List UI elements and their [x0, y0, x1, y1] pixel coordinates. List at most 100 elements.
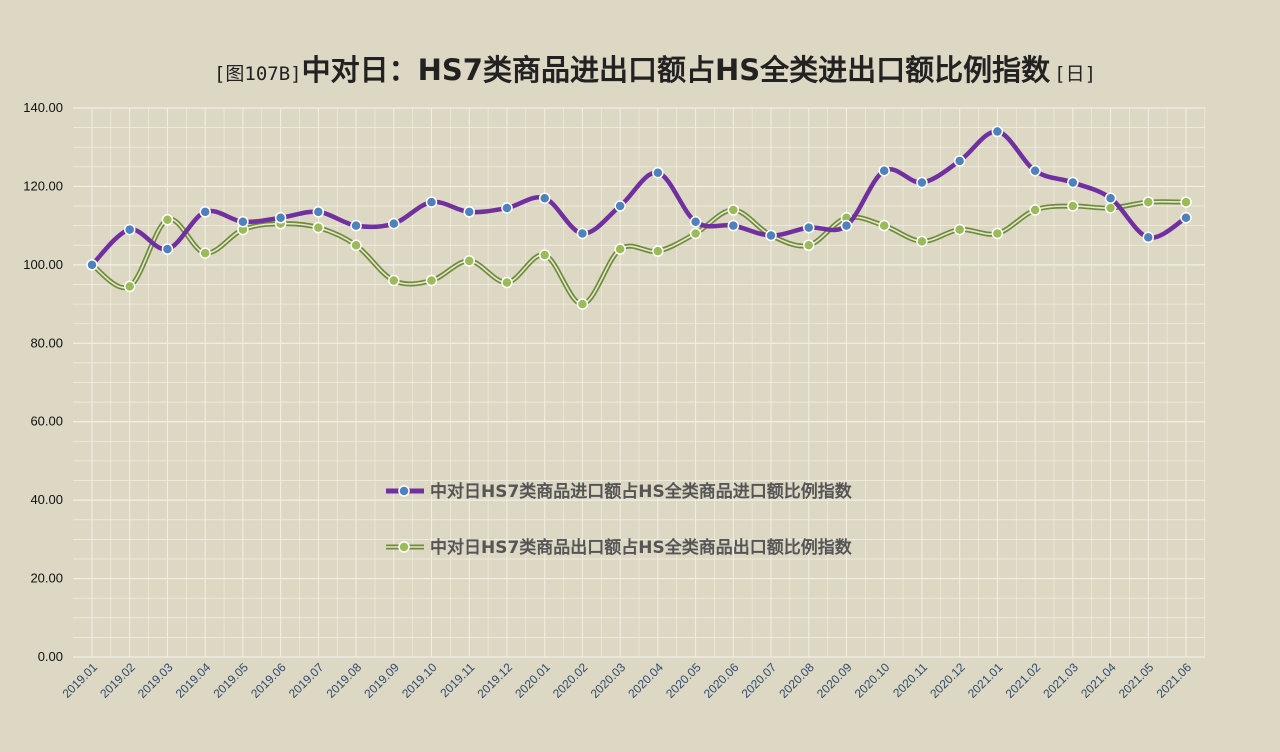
y-tick-label: 40.00 [30, 492, 63, 507]
data-point-export [953, 223, 966, 236]
x-tick-label: 2019.11 [437, 660, 477, 700]
data-point-import [652, 166, 664, 179]
x-tick-label: 2021.05 [1116, 660, 1157, 701]
data-point-export [878, 219, 890, 232]
legend-item-export: 中对日HS7类商品出口额占HS全类商品出口额比例指数 [386, 537, 853, 558]
y-tick-label: 20.00 [30, 571, 63, 586]
x-tick-label: 2019.10 [399, 660, 440, 701]
data-point-import [765, 229, 777, 242]
title-main: 中对日：HS7类商品进出口额占HS全类进出口额比例指数 [302, 53, 1051, 87]
x-tick-label: 2019.07 [286, 660, 327, 701]
data-point-import [727, 219, 740, 232]
data-point-export [161, 214, 174, 226]
x-tick-label: 2019.05 [210, 660, 251, 701]
data-point-import [123, 223, 136, 236]
data-point-import [350, 219, 362, 232]
y-tick-label: 60.00 [30, 414, 63, 429]
data-point-import [312, 206, 325, 218]
data-point-import [1029, 164, 1041, 177]
legend-item-import: 中对日HS7类商品进口额占HS全类商品进口额比例指数 [386, 481, 853, 502]
data-point-export [689, 227, 702, 240]
data-point-export [538, 249, 551, 261]
data-point-import [953, 155, 966, 167]
series-import [86, 125, 1192, 271]
data-point-import [1142, 231, 1155, 244]
x-tick-label: 2020.04 [625, 660, 666, 701]
data-point-export [916, 235, 928, 248]
x-tick-label: 2021.03 [1040, 660, 1081, 701]
legend-import-label: 中对日HS7类商品进口额占HS全类商品进口额比例指数 [430, 481, 853, 502]
data-point-import [161, 243, 174, 255]
x-tick-label: 2020.08 [776, 660, 817, 701]
x-tick-label: 2020.01 [512, 660, 553, 701]
x-tick-label: 2020.09 [814, 660, 855, 701]
x-tick-label: 2020.02 [550, 660, 591, 701]
x-tick-label: 2021.02 [1003, 660, 1044, 701]
data-point-export [803, 239, 815, 251]
data-point-export [1104, 202, 1117, 214]
x-tick-label: 2020.03 [588, 660, 629, 701]
x-tick-label: 2021.06 [1154, 660, 1195, 701]
data-point-export [1142, 196, 1155, 208]
x-tick-label: 2019.02 [97, 660, 138, 701]
x-tick-label: 2020.10 [852, 660, 893, 701]
series-export [86, 196, 1192, 310]
y-tick-label: 0.00 [38, 649, 63, 664]
data-point-export [425, 274, 438, 287]
data-point-export [388, 274, 400, 287]
legend-export-marker [398, 541, 410, 553]
x-axis: 2019.012019.022019.032019.042019.052019.… [60, 660, 1195, 701]
series-group [86, 125, 1192, 310]
x-tick-label: 2019.06 [248, 660, 289, 701]
x-tick-label: 2019.04 [173, 660, 214, 701]
data-point-import [86, 259, 98, 271]
data-point-export [463, 255, 475, 267]
data-point-import [689, 215, 702, 228]
data-point-export [576, 298, 589, 310]
data-point-import [840, 219, 853, 232]
data-point-export [727, 204, 740, 216]
x-tick-label: 2021.01 [965, 660, 1006, 701]
title-suffix: [日] [1054, 63, 1096, 85]
legend: 中对日HS7类商品进口额占HS全类商品进口额比例指数 中对日HS7类商品出口额占… [386, 481, 853, 558]
y-tick-label: 100.00 [23, 257, 63, 272]
y-tick-label: 80.00 [30, 335, 63, 350]
data-point-export [312, 221, 325, 234]
x-tick-label: 2019.08 [324, 660, 365, 701]
data-point-export [1180, 196, 1192, 208]
x-tick-label: 2020.06 [701, 660, 742, 701]
data-point-import [237, 215, 249, 228]
grid [73, 107, 1206, 658]
legend-export-label: 中对日HS7类商品出口额占HS全类商品出口额比例指数 [430, 537, 853, 558]
data-point-import [1067, 176, 1079, 189]
data-point-import [501, 202, 513, 214]
data-point-import [1104, 192, 1117, 204]
x-tick-label: 2020.12 [927, 660, 968, 701]
data-point-import [803, 221, 815, 234]
x-tick-label: 2020.07 [739, 660, 780, 701]
data-point-import [388, 217, 400, 230]
data-point-import [614, 200, 626, 212]
title-prefix: [图107B] [214, 63, 302, 85]
data-point-import [878, 164, 890, 177]
data-point-export [501, 276, 513, 289]
data-point-export [199, 247, 211, 259]
chart-title: [图107B]中对日：HS7类商品进出口额占HS全类进出口额比例指数 [日] [214, 53, 1096, 87]
data-point-import [425, 196, 438, 208]
data-point-import [576, 227, 589, 240]
x-tick-label: 2019.03 [135, 660, 176, 701]
legend-import-marker [398, 485, 410, 497]
x-tick-label: 2020.05 [663, 660, 704, 701]
data-point-import [199, 206, 211, 218]
data-point-export [614, 243, 626, 255]
x-tick-label: 2020.11 [890, 660, 930, 700]
x-tick-label: 2019.12 [475, 660, 516, 701]
data-point-export [123, 280, 136, 293]
x-tick-label: 2019.01 [60, 660, 101, 701]
data-point-export [1029, 204, 1041, 216]
data-point-import [1180, 212, 1192, 224]
data-point-import [463, 206, 475, 218]
data-point-import [538, 192, 551, 204]
